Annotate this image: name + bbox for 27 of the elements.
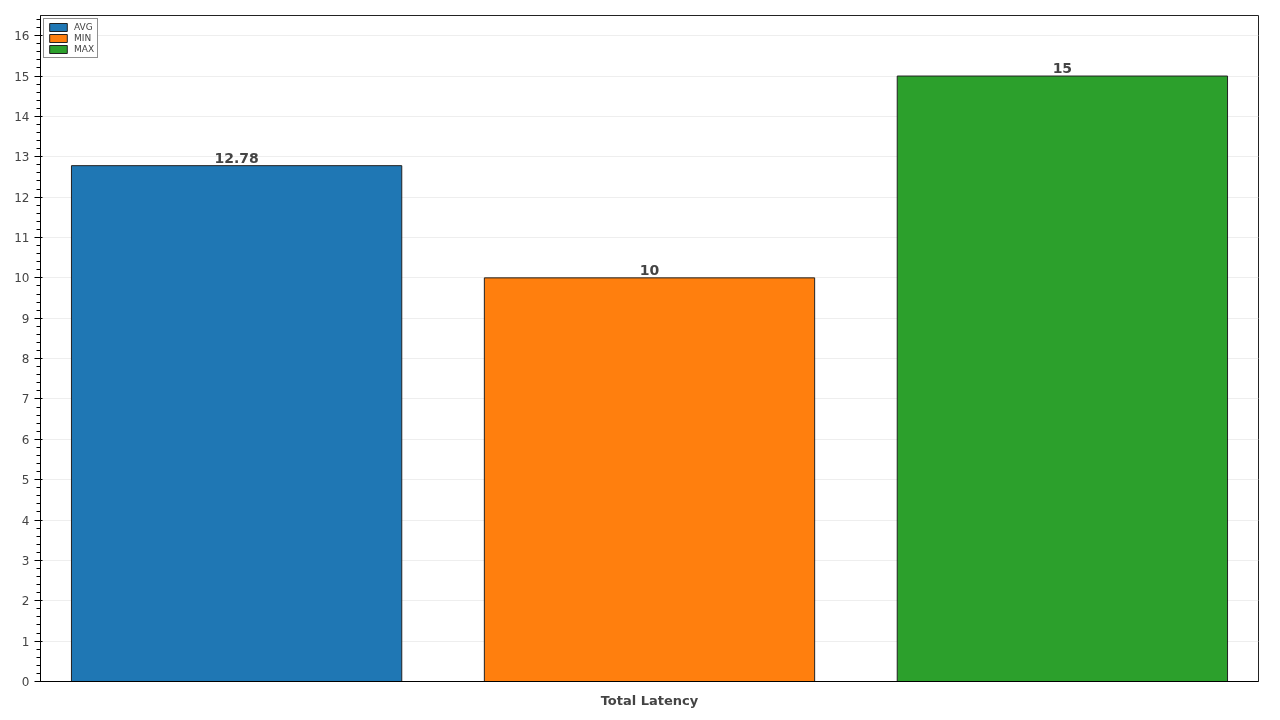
y-tick-label: 2 <box>21 594 30 609</box>
y-tick-label: 8 <box>21 352 30 367</box>
y-tick-label: 15 <box>14 69 30 84</box>
y-tick-label: 4 <box>21 513 30 528</box>
data-label: 10 <box>639 261 660 278</box>
y-tick-label: 9 <box>21 311 30 326</box>
y-tick-label: 16 <box>14 29 30 44</box>
x-tick-label: Total Latency <box>600 692 699 708</box>
bar <box>70 165 403 682</box>
data-label: 15 <box>1052 60 1073 77</box>
y-tick-label: 13 <box>14 150 30 165</box>
y-tick-label: 5 <box>21 473 30 488</box>
data-label: 12.78 <box>214 149 259 166</box>
y-tick-label: 0 <box>21 675 30 689</box>
y-tick-label: 1 <box>21 634 30 649</box>
legend-label: AVG <box>74 22 94 32</box>
bar <box>896 75 1229 682</box>
legend-label: MIN <box>74 33 93 43</box>
y-tick-label: 10 <box>14 271 30 286</box>
bar <box>483 277 816 682</box>
y-tick-label: 7 <box>21 392 30 407</box>
legend-label: MAX <box>74 44 95 54</box>
y-tick-label: 3 <box>21 553 30 568</box>
y-tick-label: 12 <box>14 190 30 205</box>
y-tick-label: 6 <box>21 432 30 447</box>
y-tick-label: 14 <box>14 109 30 124</box>
y-tick-label: 11 <box>14 231 30 245</box>
